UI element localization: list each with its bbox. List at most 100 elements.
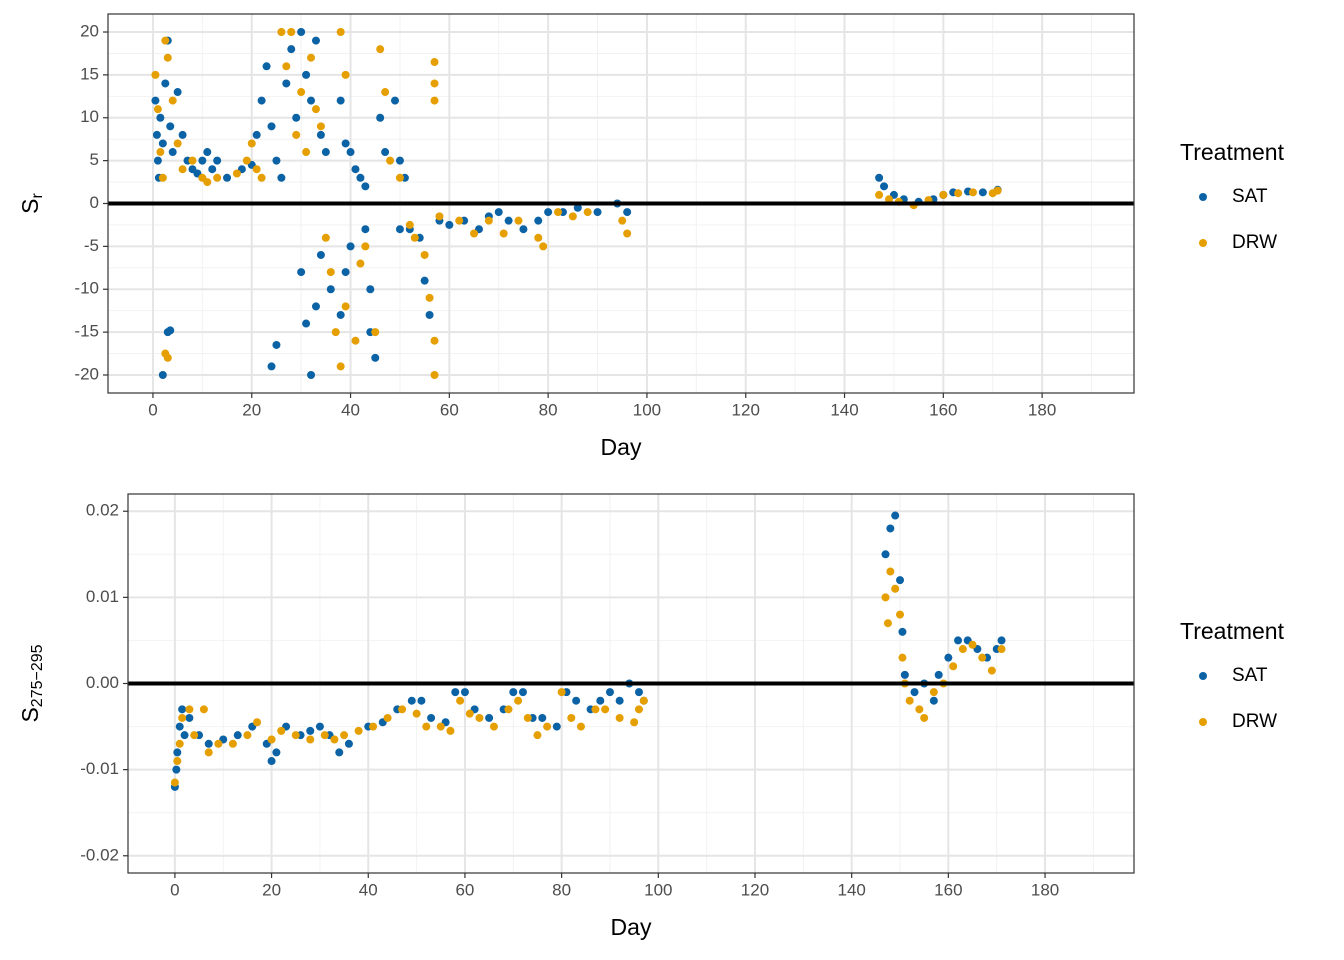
- point: [420, 276, 429, 285]
- point: [601, 705, 610, 714]
- point: [178, 130, 187, 139]
- y-tick-label: -10: [74, 279, 99, 298]
- point: [425, 293, 434, 302]
- point: [203, 148, 212, 157]
- point: [199, 705, 208, 714]
- point: [949, 662, 958, 671]
- point: [623, 229, 632, 238]
- x-tick-label: 180: [1031, 880, 1059, 899]
- point: [881, 550, 890, 559]
- point: [915, 705, 924, 714]
- point: [168, 148, 177, 157]
- point: [905, 696, 914, 705]
- point: [958, 645, 967, 654]
- point: [412, 709, 421, 718]
- x-tick-label: 120: [732, 400, 760, 419]
- point: [188, 156, 197, 165]
- point: [247, 139, 256, 148]
- point: [252, 130, 261, 139]
- point: [538, 713, 547, 722]
- point: [185, 705, 194, 714]
- point: [311, 302, 320, 311]
- point: [395, 156, 404, 165]
- point: [425, 310, 434, 319]
- point: [257, 173, 266, 182]
- point: [583, 208, 592, 217]
- point: [596, 696, 605, 705]
- point: [291, 731, 300, 740]
- point: [954, 636, 963, 645]
- legend-label: SAT: [1232, 665, 1268, 686]
- point: [307, 96, 316, 105]
- point: [383, 713, 392, 722]
- point: [407, 696, 416, 705]
- point: [272, 748, 281, 757]
- point: [978, 653, 987, 662]
- point: [213, 173, 222, 182]
- point: [430, 58, 439, 67]
- point: [232, 169, 241, 178]
- point: [504, 216, 513, 225]
- point: [287, 45, 296, 54]
- point: [243, 731, 252, 740]
- point: [336, 362, 345, 371]
- point: [997, 645, 1006, 654]
- point: [282, 79, 291, 88]
- point: [366, 285, 375, 294]
- point: [361, 182, 370, 191]
- point: [204, 739, 213, 748]
- point: [410, 233, 419, 242]
- point: [173, 139, 182, 148]
- point: [519, 225, 528, 234]
- y-tick-label: 0.02: [86, 501, 119, 520]
- point: [451, 688, 460, 697]
- point: [430, 370, 439, 379]
- point: [267, 735, 276, 744]
- point: [534, 216, 543, 225]
- point: [881, 593, 890, 602]
- x-tick-label: 140: [837, 880, 865, 899]
- point: [934, 670, 943, 679]
- x-tick-label: 20: [262, 880, 281, 899]
- point: [297, 88, 306, 97]
- x-tick-label: 0: [148, 400, 157, 419]
- point: [272, 340, 281, 349]
- point: [158, 139, 167, 148]
- point: [997, 636, 1006, 645]
- point: [405, 220, 414, 229]
- point: [446, 726, 455, 735]
- point: [297, 28, 306, 37]
- point: [297, 268, 306, 277]
- point: [886, 524, 895, 533]
- point: [336, 28, 345, 37]
- point: [307, 53, 316, 62]
- point: [326, 285, 335, 294]
- point: [514, 696, 523, 705]
- point: [156, 148, 165, 157]
- point: [386, 156, 395, 165]
- point: [369, 722, 378, 731]
- point: [341, 139, 350, 148]
- point: [436, 722, 445, 731]
- point: [618, 216, 627, 225]
- point: [430, 79, 439, 88]
- point: [178, 705, 187, 714]
- point: [152, 130, 161, 139]
- point: [939, 190, 948, 199]
- point: [896, 576, 905, 585]
- point: [993, 186, 1002, 195]
- point: [208, 165, 217, 174]
- point: [173, 88, 182, 97]
- legend-title: Treatment: [1180, 618, 1285, 644]
- x-tick-label: 120: [741, 880, 769, 899]
- point: [523, 713, 532, 722]
- point: [252, 165, 261, 174]
- point: [277, 28, 286, 37]
- y-tick-label: 0.01: [86, 587, 119, 606]
- point: [316, 130, 325, 139]
- point: [282, 62, 291, 71]
- point: [445, 220, 454, 229]
- point: [593, 208, 602, 217]
- point: [161, 36, 170, 45]
